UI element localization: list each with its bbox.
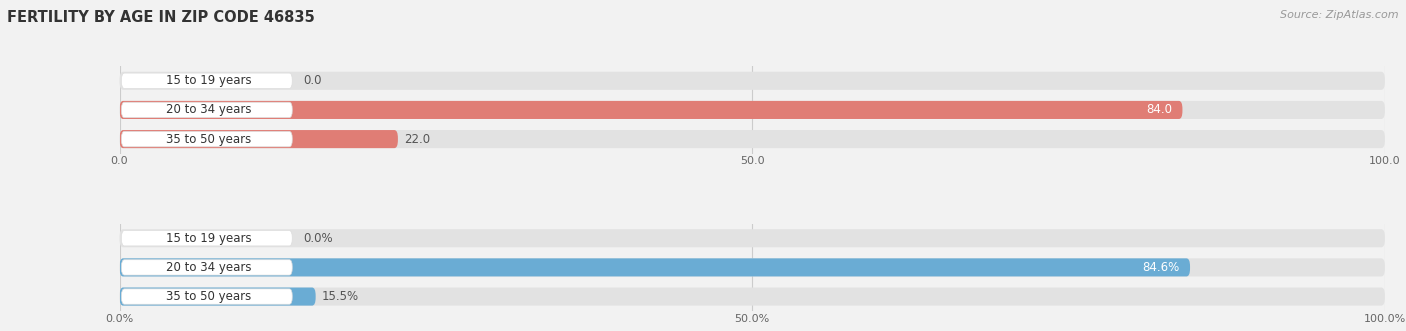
Text: 0.0: 0.0 xyxy=(304,74,322,87)
FancyBboxPatch shape xyxy=(120,72,1385,90)
Text: 84.0: 84.0 xyxy=(1146,104,1173,117)
FancyBboxPatch shape xyxy=(121,131,292,147)
Text: 35 to 50 years: 35 to 50 years xyxy=(166,290,252,303)
Text: 15.5%: 15.5% xyxy=(322,290,359,303)
Text: 20 to 34 years: 20 to 34 years xyxy=(166,104,252,117)
FancyBboxPatch shape xyxy=(120,259,1385,276)
FancyBboxPatch shape xyxy=(120,101,1182,119)
FancyBboxPatch shape xyxy=(120,130,398,148)
FancyBboxPatch shape xyxy=(120,259,1189,276)
Text: 20 to 34 years: 20 to 34 years xyxy=(166,261,252,274)
Text: 15 to 19 years: 15 to 19 years xyxy=(166,74,252,87)
Text: 0.0%: 0.0% xyxy=(304,232,333,245)
FancyBboxPatch shape xyxy=(120,229,1385,247)
FancyBboxPatch shape xyxy=(121,289,292,304)
Text: Source: ZipAtlas.com: Source: ZipAtlas.com xyxy=(1281,10,1399,20)
Text: 84.6%: 84.6% xyxy=(1143,261,1180,274)
Text: 22.0: 22.0 xyxy=(405,133,430,146)
FancyBboxPatch shape xyxy=(120,130,1385,148)
FancyBboxPatch shape xyxy=(121,231,292,246)
Text: 35 to 50 years: 35 to 50 years xyxy=(166,133,252,146)
Text: 15 to 19 years: 15 to 19 years xyxy=(166,232,252,245)
FancyBboxPatch shape xyxy=(120,101,1385,119)
FancyBboxPatch shape xyxy=(120,288,316,306)
FancyBboxPatch shape xyxy=(121,73,292,88)
FancyBboxPatch shape xyxy=(121,260,292,275)
FancyBboxPatch shape xyxy=(121,102,292,118)
FancyBboxPatch shape xyxy=(120,288,1385,306)
Text: FERTILITY BY AGE IN ZIP CODE 46835: FERTILITY BY AGE IN ZIP CODE 46835 xyxy=(7,10,315,25)
